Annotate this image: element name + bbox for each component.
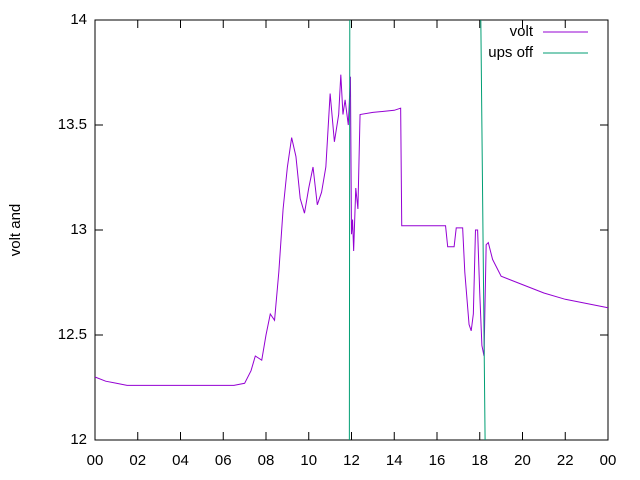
- x-tick-label: 04: [172, 452, 189, 469]
- x-tick-label: 06: [215, 452, 232, 469]
- plot-frame: [94, 19, 609, 441]
- x-tick-label: 00: [87, 452, 104, 469]
- x-tick-label: 20: [514, 452, 531, 469]
- x-tick-label: 08: [258, 452, 275, 469]
- x-tick-label: 22: [557, 452, 574, 469]
- series-line: [348, 19, 486, 441]
- x-tick-label: 12: [343, 452, 360, 469]
- x-tick-label: 02: [129, 452, 146, 469]
- y-axis-label: volt and: [7, 204, 24, 257]
- x-tick-label: 16: [429, 452, 446, 469]
- legend-label: volt: [510, 23, 534, 40]
- x-tick-label: 00: [600, 452, 617, 469]
- x-tick-label: 18: [471, 452, 488, 469]
- y-tick-label: 13: [70, 221, 87, 238]
- legend-label: ups off: [488, 44, 534, 61]
- x-tick-label: 14: [386, 452, 403, 469]
- x-tick-label: 10: [300, 452, 317, 469]
- y-tick-label: 12.5: [58, 326, 87, 343]
- y-tick-label: 13.5: [58, 116, 87, 133]
- y-tick-label: 12: [70, 431, 87, 448]
- y-tick-label: 14: [70, 11, 87, 28]
- series-line: [94, 74, 609, 386]
